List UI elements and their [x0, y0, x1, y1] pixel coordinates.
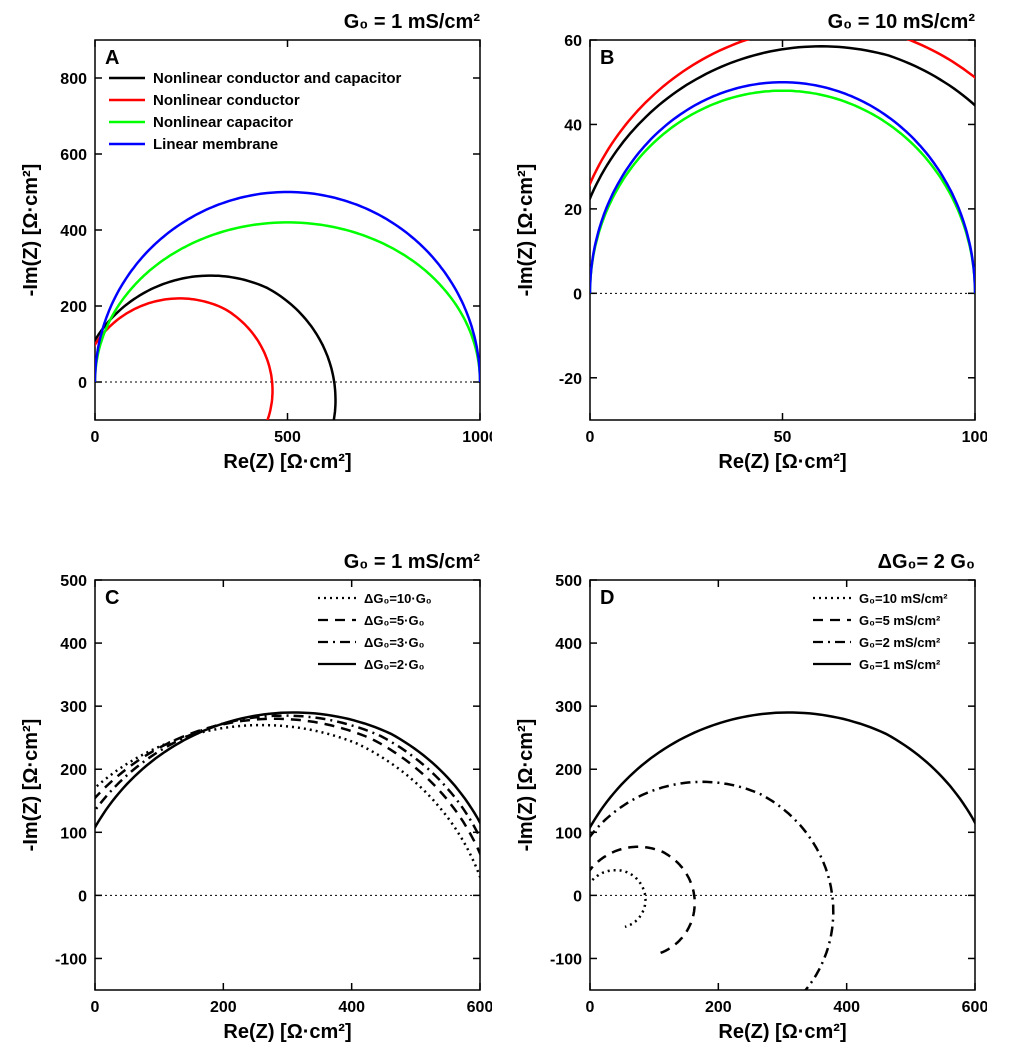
svg-text:0: 0: [586, 999, 595, 1016]
svg-text:-100: -100: [55, 951, 87, 968]
legend-label-C-1: ΔG₀=5·G₀: [364, 613, 425, 628]
svg-text:200: 200: [555, 762, 582, 779]
legend-label-A-0: Nonlinear conductor and capacitor: [153, 70, 402, 87]
panel-title-C: G₀ = 1 mS/cm²: [344, 551, 481, 573]
svg-text:400: 400: [60, 636, 87, 653]
legend-label-D-1: G₀=5 mS/cm²: [859, 613, 941, 628]
xlabel-D: Re(Z) [Ω·cm²]: [718, 1021, 846, 1043]
svg-text:-100: -100: [550, 951, 582, 968]
figure: G₀ = 1 mS/cm²A050010000200400600800Re(Z)…: [0, 0, 1024, 1064]
svg-text:500: 500: [555, 573, 582, 590]
legend-label-C-3: ΔG₀=2·G₀: [364, 657, 425, 672]
panel-letter-D: D: [600, 587, 614, 609]
svg-text:40: 40: [564, 117, 582, 134]
svg-text:0: 0: [91, 429, 100, 446]
legend-label-C-2: ΔG₀=3·G₀: [364, 635, 425, 650]
ylabel-A: -Im(Z) [Ω·cm²]: [20, 164, 42, 297]
svg-text:60: 60: [564, 33, 582, 50]
svg-text:0: 0: [573, 888, 582, 905]
panel-letter-B: B: [600, 47, 614, 69]
svg-text:-20: -20: [559, 371, 582, 388]
panel-D: ΔG₀= 2 G₀ D 0 200 400 600 -100 0 100 200 300 400 500…: [512, 546, 987, 1052]
svg-text:200: 200: [705, 999, 732, 1016]
svg-text:0: 0: [586, 429, 595, 446]
curve-B-0: [571, 46, 987, 472]
curve-D-2: [561, 782, 833, 1033]
svg-text:20: 20: [564, 202, 582, 219]
curve-C-3: [66, 713, 492, 1053]
svg-text:600: 600: [60, 147, 87, 164]
curve-D-3: [561, 713, 987, 1053]
curve-C-0: [17, 725, 492, 1052]
legend-label-C-0: ΔG₀=10·G₀: [364, 591, 432, 606]
svg-text:300: 300: [60, 699, 87, 716]
svg-text:50: 50: [774, 429, 792, 446]
xlabel-B: Re(Z) [Ω·cm²]: [718, 451, 846, 473]
svg-text:0: 0: [78, 375, 87, 392]
xlabel-C: Re(Z) [Ω·cm²]: [223, 1021, 351, 1043]
curve-B-1: [567, 26, 987, 482]
curve-A-3: [95, 192, 480, 382]
svg-text:1000: 1000: [462, 429, 492, 446]
svg-text:800: 800: [60, 71, 87, 88]
ylabel-C: -Im(Z) [Ω·cm²]: [20, 719, 42, 852]
svg-text:200: 200: [60, 762, 87, 779]
svg-text:100: 100: [555, 825, 582, 842]
svg-text:0: 0: [573, 286, 582, 303]
panel-letter-A: A: [105, 47, 119, 69]
svg-text:400: 400: [338, 999, 365, 1016]
svg-text:400: 400: [555, 636, 582, 653]
ylabel-B: -Im(Z) [Ω·cm²]: [515, 164, 537, 297]
panel-title-A: G₀ = 1 mS/cm²: [344, 11, 481, 33]
svg-text:500: 500: [60, 573, 87, 590]
curve-C-1: [34, 719, 492, 1052]
xlabel-A: Re(Z) [Ω·cm²]: [223, 451, 351, 473]
svg-text:0: 0: [78, 888, 87, 905]
curve-D-1: [577, 847, 695, 955]
svg-text:600: 600: [467, 999, 492, 1016]
panel-letter-C: C: [105, 587, 119, 609]
svg-text:600: 600: [962, 999, 987, 1016]
panel-title-D: ΔG₀= 2 G₀: [878, 551, 975, 573]
panel-title-B: G₀ = 10 mS/cm²: [828, 11, 976, 33]
legend-label-D-3: G₀=1 mS/cm²: [859, 657, 941, 672]
panel-B: G₀ = 10 mS/cm² B 0 50 100 -20 0 20 40 60 Re(Z) [Ω·…: [512, 6, 987, 482]
svg-text:0: 0: [91, 999, 100, 1016]
legend-label-A-2: Nonlinear capacitor: [153, 114, 293, 131]
panel-A: G₀ = 1 mS/cm² A 0 500 1000 0 200 400 600 800 Re(Z)…: [17, 6, 492, 482]
legend-label-A-3: Linear membrane: [153, 136, 278, 153]
legend-label-A-1: Nonlinear conductor: [153, 92, 300, 109]
curve-B-2: [590, 91, 975, 294]
svg-text:200: 200: [210, 999, 237, 1016]
svg-text:400: 400: [833, 999, 860, 1016]
svg-text:500: 500: [274, 429, 301, 446]
legend-label-D-2: G₀=2 mS/cm²: [859, 635, 941, 650]
svg-text:400: 400: [60, 223, 87, 240]
svg-text:100: 100: [60, 825, 87, 842]
svg-text:100: 100: [962, 429, 987, 446]
curve-D-0: [584, 870, 646, 927]
panel-C: G₀ = 1 mS/cm² C 0 200 400 600 -100 0 100 200 300 40…: [17, 546, 492, 1052]
svg-text:200: 200: [60, 299, 87, 316]
curve-C-2: [50, 716, 492, 1052]
ylabel-D: -Im(Z) [Ω·cm²]: [515, 719, 537, 852]
svg-text:300: 300: [555, 699, 582, 716]
legend-label-D-0: G₀=10 mS/cm²: [859, 591, 948, 606]
